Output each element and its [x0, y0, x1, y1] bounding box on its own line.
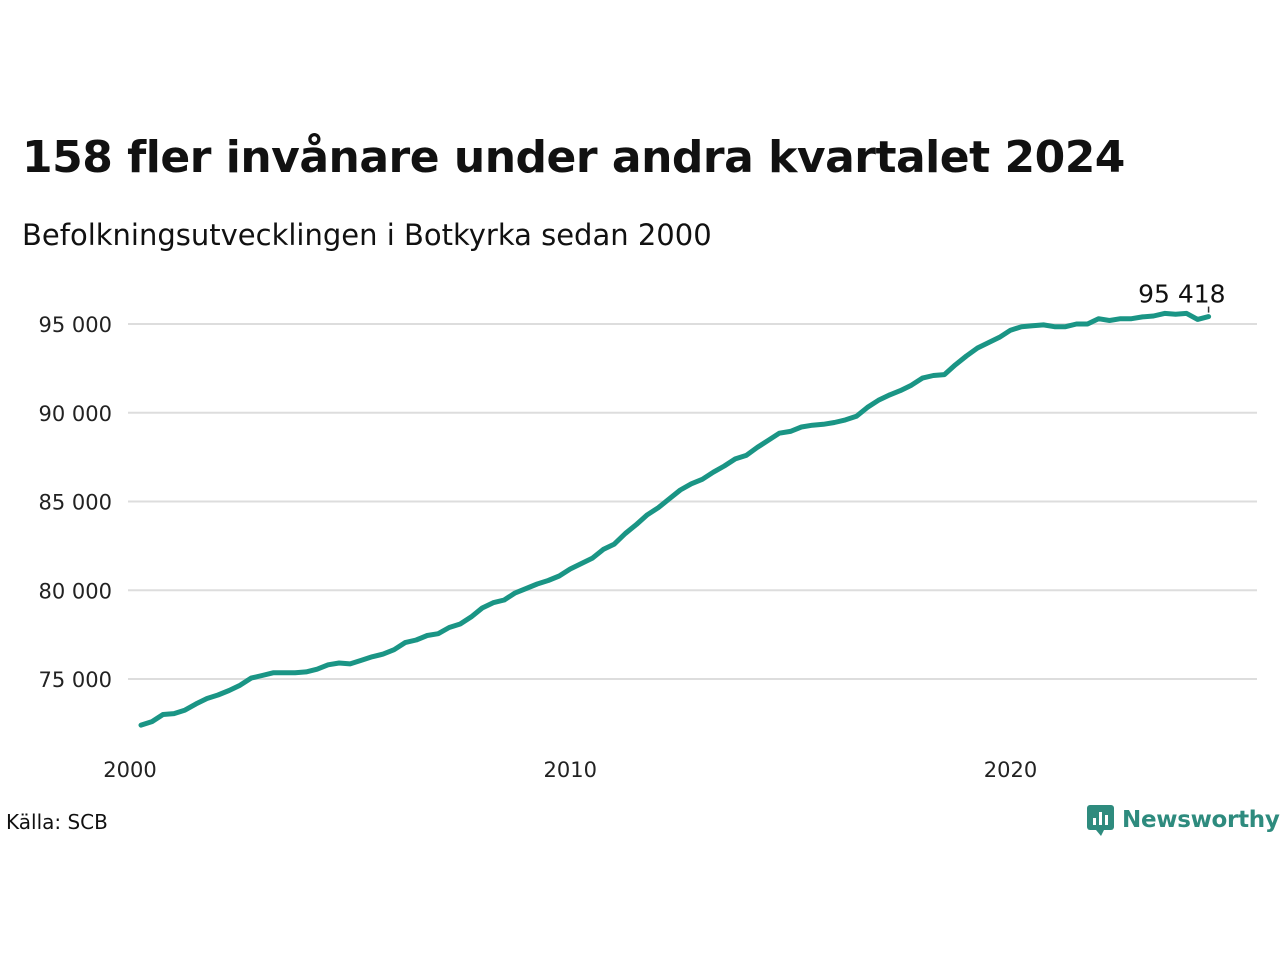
x-tick-label: 2000: [103, 758, 156, 782]
chart-title: 158 fler invånare under andra kvartalet …: [22, 132, 1125, 183]
chart-subtitle: Befolkningsutvecklingen i Botkyrka sedan…: [22, 218, 712, 252]
x-axis-labels: 2000 2010 2020: [103, 758, 1037, 782]
source-note: Källa: SCB: [6, 810, 108, 834]
series-layer: [138, 310, 1212, 728]
newsworthy-icon: [1087, 805, 1114, 836]
y-tick-label: 95 000: [39, 313, 112, 337]
series-line-0: [138, 310, 1212, 728]
gridlines: [128, 323, 1257, 680]
x-tick-label: 2010: [544, 758, 597, 782]
brand-name: Newsworthy: [1122, 807, 1280, 833]
x-tick-label: 2020: [984, 758, 1037, 782]
end-value-label: 95 418: [1138, 280, 1225, 309]
brand-logo: Newsworthy: [1086, 803, 1280, 837]
y-tick-label: 85 000: [39, 491, 112, 515]
end-label-layer: 95 418: [1138, 280, 1226, 313]
y-tick-label: 90 000: [39, 402, 112, 426]
y-tick-label: 75 000: [39, 668, 112, 692]
y-axis-labels: 75 000 80 000 85 000 90 000 95 000: [39, 313, 112, 692]
y-tick-label: 80 000: [39, 579, 112, 603]
